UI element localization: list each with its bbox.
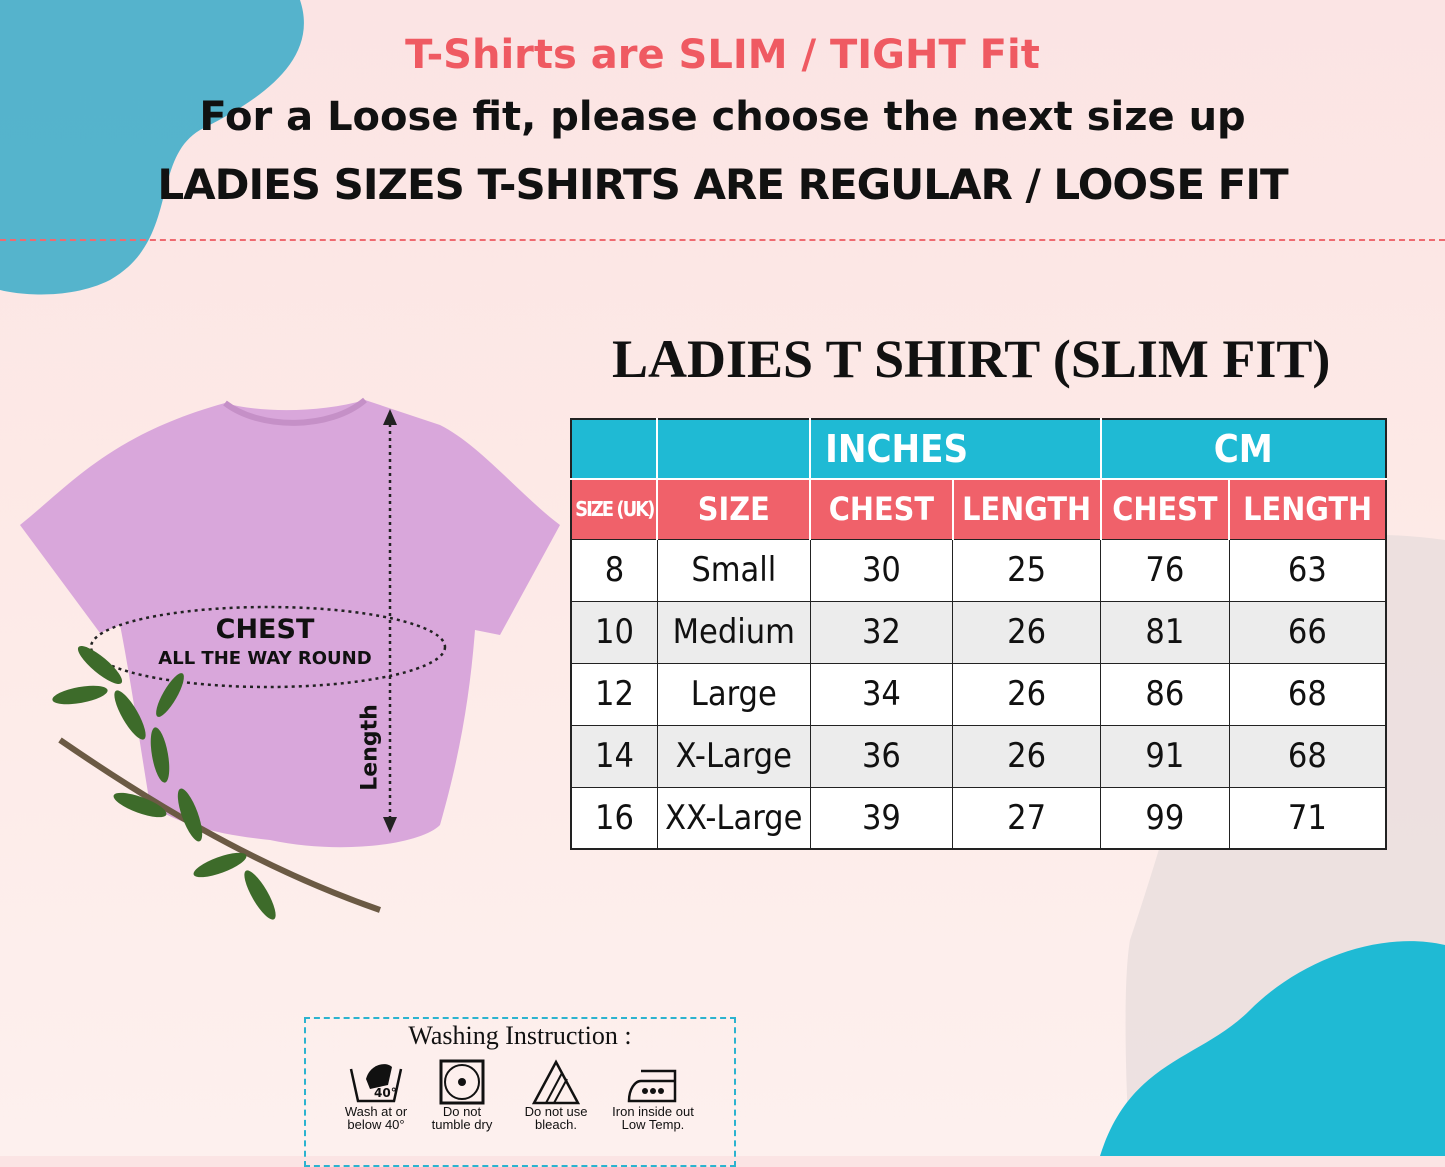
washing-title: Washing Instruction : [408,1021,632,1050]
cell: 39 [809,786,954,850]
table-row: 14 X-Large 36 26 91 68 [570,724,1387,788]
col-length-cm: LENGTH [1229,478,1386,539]
table-row: 8 Small 30 25 76 63 [570,538,1387,602]
cell: 32 [809,600,954,664]
cell: 34 [809,662,954,726]
cell: 91 [1100,724,1230,788]
cell: 76 [1100,538,1230,602]
divider [0,239,1445,241]
svg-text:40°: 40° [374,1086,397,1100]
cell: 25 [952,538,1102,602]
fit-notice: T-Shirts are SLIM / TIGHT Fit [405,32,1040,78]
cell: 68 [1228,662,1387,726]
cell: 66 [1228,600,1387,664]
loose-fit-advice: For a Loose fit, please choose the next … [199,94,1246,140]
col-size-uk: SIZE (UK) [571,478,659,539]
washing-instructions: Washing Instruction : 40° Wash at or belo… [304,1017,736,1167]
cell: 63 [1228,538,1387,602]
cell: XX-Large [656,786,811,850]
iron-icon [627,1069,677,1103]
unit-header-row: INCHES CM [571,419,1386,479]
cell: 86 [1100,662,1230,726]
wash-item: Do not use bleach. [506,1059,606,1131]
chest-sublabel: ALL THE WAY ROUND [158,648,372,669]
cell: 68 [1228,724,1387,788]
cell: 71 [1228,786,1387,850]
chest-label: CHEST [215,614,315,645]
tshirt-illustration [20,397,560,920]
cell: 12 [570,662,658,726]
table-row: 12 Large 34 26 86 68 [570,662,1387,726]
size-chart-table: INCHES CM SIZE (UK) SIZE CHEST LENGTH CH… [570,418,1387,850]
wash-40-icon: 40° [349,1064,403,1103]
col-size: SIZE [657,478,812,539]
no-tumble-dry-icon [439,1059,485,1105]
cell: 26 [952,662,1102,726]
table-row: 16 XX-Large 39 27 99 71 [570,786,1387,850]
group-inches: INCHES [810,419,1102,479]
cell: 26 [952,600,1102,664]
col-length-in: LENGTH [952,478,1102,539]
cell: 30 [809,538,954,602]
col-chest-in: CHEST [810,478,954,539]
cell: 99 [1100,786,1230,850]
cell: Large [656,662,811,726]
col-chest-cm: CHEST [1100,478,1231,539]
cell: 36 [809,724,954,788]
ladies-fit-notice: LADIES SIZES T-SHIRTS ARE REGULAR / LOOS… [157,160,1288,209]
cell: 26 [952,724,1102,788]
wash-item: Iron inside out Low Temp. [603,1059,703,1131]
cell: 14 [570,724,658,788]
cell: 8 [570,538,658,602]
cell: Small [656,538,811,602]
cell: X-Large [656,724,811,788]
group-cm: CM [1100,419,1386,479]
wash-item: Do not tumble dry [412,1059,512,1131]
wash-item: 40° Wash at or below 40° [326,1059,426,1131]
cell: 16 [570,786,658,850]
cell: 27 [952,786,1102,850]
column-header-row: SIZE (UK) SIZE CHEST LENGTH CHEST LENGTH [571,478,1386,539]
length-label: Length [357,704,383,791]
cell: 10 [570,600,658,664]
cell: Medium [656,600,811,664]
table-row: 10 Medium 32 26 81 66 [570,600,1387,664]
no-bleach-icon [531,1059,581,1105]
cell: 81 [1100,600,1230,664]
chart-title: LADIES T SHIRT (SLIM FIT) [612,329,1331,389]
